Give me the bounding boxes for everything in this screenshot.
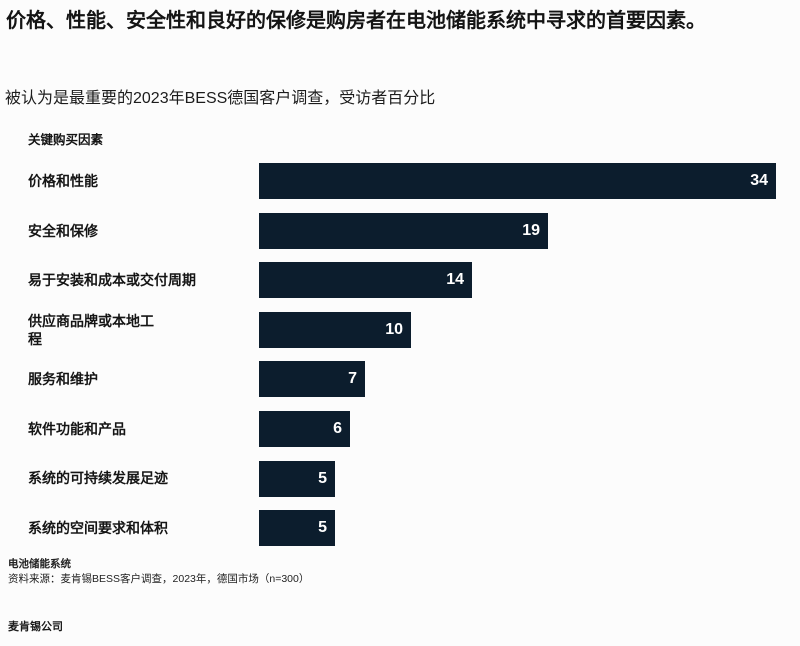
bar: 7 xyxy=(259,361,365,398)
bar: 19 xyxy=(259,212,548,249)
footnote-source: 资料来源：麦肯锡BESS客户调查，2023年，德国市场（n=300） xyxy=(8,572,310,585)
bar: 34 xyxy=(259,163,776,199)
page-title: 价格、性能、安全性和良好的保修是购房者在电池储能系统中寻求的首要因素。 xyxy=(6,10,706,32)
bar-chart: 价格和性能 34 安全和保修 19 易于安装和成本或交付周期 14 供应商品牌或… xyxy=(28,163,776,547)
category-label: 价格和性能 xyxy=(28,172,98,189)
value-label: 5 xyxy=(318,519,327,537)
category-label: 供应商品牌或本地工 程 xyxy=(28,312,154,347)
brand-name: 麦肯锡公司 xyxy=(8,621,63,633)
value-label: 7 xyxy=(348,370,357,388)
bar-row: 价格和性能 34 xyxy=(28,163,776,199)
bar-row: 软件功能和产品 6 xyxy=(28,410,776,447)
value-label: 14 xyxy=(446,271,464,289)
bar-row: 服务和维护 7 xyxy=(28,361,776,398)
category-label: 系统的可持续发展足迹 xyxy=(28,470,168,487)
value-label: 6 xyxy=(333,419,342,437)
bar: 10 xyxy=(259,311,411,348)
bar-row: 安全和保修 19 xyxy=(28,212,776,249)
value-label: 34 xyxy=(750,172,768,189)
value-label: 10 xyxy=(385,320,403,338)
footnote-subject: 电池储能系统 xyxy=(8,558,71,570)
category-label: 服务和维护 xyxy=(28,371,98,388)
value-label: 5 xyxy=(318,469,327,487)
value-label: 19 xyxy=(522,221,540,239)
bar: 5 xyxy=(259,460,335,497)
bar: 6 xyxy=(259,410,350,447)
category-label: 软件功能和产品 xyxy=(28,420,126,437)
chart-subtitle: 被认为是最重要的2023年BESS德国客户调查，受访者百分比 xyxy=(5,90,436,107)
bar: 5 xyxy=(259,510,335,547)
bar-row: 供应商品牌或本地工 程 10 xyxy=(28,311,776,348)
bar-row: 易于安装和成本或交付周期 14 xyxy=(28,262,776,299)
bar-row: 系统的空间要求和体积 5 xyxy=(28,510,776,547)
footnotes: 电池储能系统 资料来源：麦肯锡BESS客户调查，2023年，德国市场（n=300… xyxy=(8,557,309,586)
bar-row: 系统的可持续发展足迹 5 xyxy=(28,460,776,497)
category-label: 系统的空间要求和体积 xyxy=(28,520,168,537)
category-axis-label: 关键购买因素 xyxy=(28,133,104,147)
category-label: 安全和保修 xyxy=(28,222,98,239)
category-label: 易于安装和成本或交付周期 xyxy=(28,272,196,289)
bar: 14 xyxy=(259,262,472,299)
